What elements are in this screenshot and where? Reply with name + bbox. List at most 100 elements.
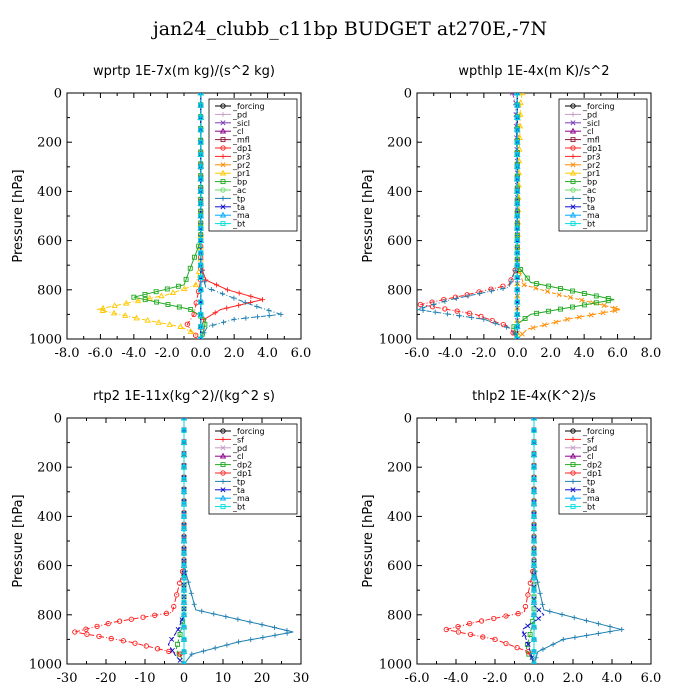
x-tick-label: -10	[135, 671, 156, 686]
marker-_pd	[570, 111, 576, 117]
legend: _forcing_pd_sicl_cl_mfl_dp1_pr3_pr2_pr1_…	[558, 98, 648, 232]
marker-_ac	[570, 187, 576, 193]
marker-_bp	[581, 302, 587, 308]
marker-_tp	[185, 579, 191, 585]
legend-label: _bp	[232, 178, 247, 187]
x-tick-label: -4.0	[121, 346, 146, 361]
marker-_bt	[181, 575, 187, 581]
marker-_tp	[224, 642, 230, 648]
marker-_bt	[198, 115, 204, 121]
marker-_bt	[181, 477, 187, 482]
marker-_bt	[531, 587, 537, 593]
chart-wpthlp: wpthlp 1E-4x(m K)/s^2 0 200 400 600 800 1000-6…	[361, 64, 661, 361]
marker-_dp1	[525, 649, 531, 655]
marker-_dp1	[570, 470, 576, 476]
marker-_tp	[210, 322, 216, 328]
x-tick-label: 0	[180, 671, 188, 686]
marker-_ac	[220, 187, 226, 193]
marker-_pd	[220, 445, 226, 451]
marker-_cl	[569, 452, 577, 459]
legend-label: _forcing	[232, 102, 265, 111]
marker-_tp	[220, 319, 226, 325]
marker-_tp	[236, 639, 242, 645]
y-tick-label: 600	[37, 234, 62, 249]
marker-_tp	[211, 611, 217, 617]
y-tick-label: 400	[387, 185, 412, 200]
marker-_ta	[220, 487, 226, 493]
legend-label: _pd	[582, 444, 597, 453]
marker-_dp1	[454, 308, 460, 314]
marker-_bt	[198, 324, 204, 330]
marker-_ta	[570, 487, 576, 493]
marker-_dp1	[220, 470, 226, 476]
marker-_dp1	[503, 613, 509, 619]
marker-_bp	[522, 316, 528, 321]
marker-_bp	[558, 286, 563, 292]
x-tick-label: 6.0	[641, 671, 662, 686]
marker-_bt	[531, 501, 537, 507]
marker-_bt	[514, 225, 520, 231]
chart-rtp2: rtp2 1E-11x(kg^2)/(kg^2 s)02004006008001…	[11, 389, 309, 686]
marker-_ma	[219, 211, 227, 218]
marker-_bt	[220, 504, 226, 510]
marker-_bt	[198, 201, 204, 207]
marker-_dp1	[154, 646, 161, 652]
marker-_tp	[420, 305, 426, 311]
marker-_dp1	[72, 629, 78, 635]
marker-_bt	[514, 213, 520, 219]
marker-_pr1	[99, 304, 107, 311]
series-line_dp1	[420, 93, 518, 339]
legend-label: _dp1	[582, 144, 602, 153]
legend-label: _bt	[582, 503, 595, 512]
marker-_ta	[169, 636, 175, 642]
y-tick-label: 600	[37, 559, 62, 574]
marker-_tp	[260, 634, 266, 640]
marker-_bt	[531, 477, 537, 482]
marker-_tp	[266, 307, 272, 313]
series-group	[96, 93, 284, 339]
marker-_dp1	[464, 292, 470, 298]
marker-_dp1	[128, 616, 135, 622]
marker-_bp	[569, 288, 575, 294]
marker-_bt	[198, 93, 204, 96]
marker-_pr2	[570, 162, 576, 168]
chart-title: wpthlp 1E-4x(m K)/s^2	[458, 64, 609, 79]
marker-_dp2	[220, 462, 226, 468]
legend-label: _ma	[582, 494, 600, 503]
legend-label: _forcing	[232, 427, 265, 436]
marker-_dp1	[442, 306, 448, 312]
marker-_ta	[525, 623, 531, 629]
x-tick-label: -6.0	[404, 671, 429, 686]
marker-_sicl	[509, 93, 515, 96]
marker-_dp1	[152, 612, 158, 618]
marker-_bt	[181, 550, 187, 556]
marker-_bp	[605, 298, 611, 304]
legend-label: _bt	[582, 220, 595, 229]
marker-_dp1	[452, 294, 459, 300]
marker-_dp1	[417, 301, 423, 308]
marker-_bt	[181, 649, 187, 655]
legend-box	[208, 423, 298, 515]
marker-_tp	[444, 311, 450, 317]
marker-_tp	[537, 590, 543, 596]
marker-_tp	[512, 331, 518, 337]
series_dp1	[443, 418, 537, 664]
marker-_bp	[593, 300, 599, 306]
marker-_bt	[181, 452, 187, 458]
marker-_tp	[220, 478, 226, 484]
marker-_ma	[515, 335, 520, 339]
marker-_dp1	[96, 633, 102, 640]
y-tick-label: 1000	[379, 658, 412, 673]
marker-_tp	[559, 611, 565, 617]
series_dp1	[72, 418, 187, 664]
marker-_tp	[235, 616, 241, 622]
marker-_pr1	[181, 285, 188, 292]
marker-_dp1	[491, 615, 497, 622]
legend-label: _dp1	[232, 469, 252, 478]
marker-_dp1	[184, 321, 190, 327]
chart-thlp2: thlp2 1E-4x(K^2)/s02004006008001000-6.0-…	[361, 389, 662, 686]
marker-_tp	[570, 195, 576, 201]
marker-_tp	[220, 195, 226, 201]
marker-_dp2	[527, 632, 533, 637]
marker-_dp1	[467, 631, 474, 638]
